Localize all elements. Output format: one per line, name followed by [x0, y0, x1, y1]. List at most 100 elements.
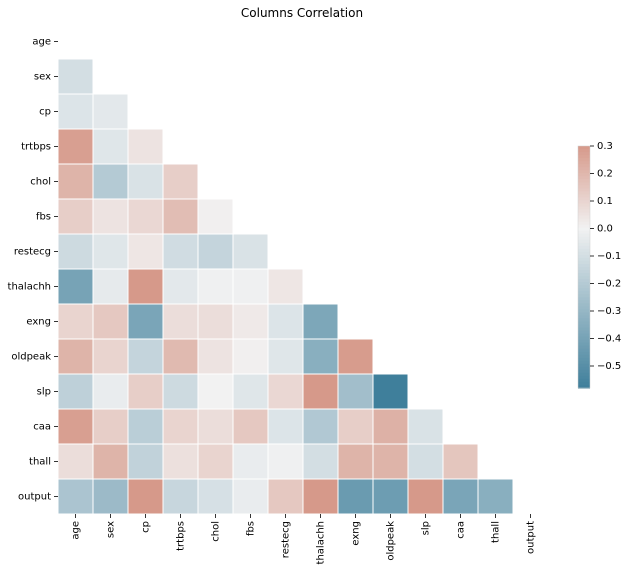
- colorbar-segment: [578, 233, 590, 238]
- cell-thalachh-chol: [197, 268, 234, 305]
- colorbar-segment: [578, 270, 590, 274]
- cell-chol-age: [57, 163, 94, 200]
- colorbar-segment: [578, 218, 590, 223]
- cell-chol-cp: [127, 163, 164, 200]
- colorbar-segment: [578, 276, 590, 280]
- cell-output-sex: [92, 478, 129, 515]
- cell-restecg-chol: [197, 233, 234, 270]
- colorbar-tick-label: 0.3: [597, 141, 613, 152]
- y-tick-label: age: [32, 37, 51, 48]
- y-tick-label: thalachh: [8, 282, 51, 293]
- cell-exng-age: [57, 303, 94, 340]
- cell-restecg-fbs: [232, 233, 269, 270]
- cell-slp-thalachh: [302, 373, 339, 410]
- colorbar-segment: [578, 336, 590, 341]
- cell-exng-chol: [197, 303, 234, 340]
- cell-oldpeak-chol: [197, 338, 234, 375]
- cell-exng-cp: [127, 303, 164, 340]
- colorbar-segment: [578, 345, 590, 350]
- colorbar-frame: [577, 145, 591, 389]
- colorbar-segment: [578, 245, 590, 250]
- colorbar-segment: [578, 182, 590, 186]
- colorbar-segment: [578, 158, 590, 162]
- cell-caa-slp: [407, 408, 444, 445]
- colorbar-segment: [578, 303, 590, 307]
- colorbar-segment: [578, 209, 590, 214]
- y-tick-label: output: [18, 492, 51, 503]
- cell-thall-oldpeak: [372, 443, 409, 480]
- colorbar-segment: [578, 215, 590, 220]
- x-tick-label: trtbps: [176, 521, 187, 551]
- colorbar-segment: [578, 285, 590, 289]
- y-tick-label: sex: [34, 72, 51, 83]
- colorbar-segment: [578, 324, 590, 329]
- colorbar-segment: [578, 342, 590, 347]
- x-tick-label: fbs: [246, 521, 257, 536]
- colorbar-segment: [578, 170, 590, 174]
- colorbar-segment: [578, 309, 590, 313]
- y-tick-label: caa: [33, 422, 51, 433]
- colorbar-segment: [578, 351, 590, 356]
- colorbar-tick-label: 0.0: [597, 224, 613, 235]
- colorbar-tick-label: −0.1: [597, 251, 621, 262]
- colorbar-segment: [578, 363, 590, 368]
- colorbar-segment: [578, 146, 590, 150]
- cell-output-cp: [127, 478, 164, 515]
- cell-thall-cp: [127, 443, 164, 480]
- cell-restecg-trtbps: [162, 233, 199, 270]
- colorbar-segment: [578, 366, 590, 371]
- colorbar-segment: [578, 176, 590, 180]
- cell-exng-thalachh: [302, 303, 339, 340]
- colorbar-segment: [578, 357, 590, 362]
- colorbar-segment: [578, 375, 590, 380]
- cell-slp-restecg: [267, 373, 304, 410]
- cell-output-fbs: [232, 478, 269, 515]
- x-tick-label: cp: [141, 521, 152, 533]
- colorbar-segment: [578, 194, 590, 199]
- colorbar-segment: [578, 149, 590, 153]
- x-tick-label: chol: [211, 521, 222, 542]
- colorbar-segment: [578, 152, 590, 156]
- colorbar-segment: [578, 203, 590, 208]
- cell-oldpeak-exng: [337, 338, 374, 375]
- cell-trtbps-age: [57, 128, 94, 165]
- cell-thall-age: [57, 443, 94, 480]
- heatmap-cells: [57, 58, 514, 515]
- colorbar-tick-label: −0.3: [597, 306, 621, 317]
- cell-output-thalachh: [302, 478, 339, 515]
- cell-caa-oldpeak: [372, 408, 409, 445]
- cell-output-restecg: [267, 478, 304, 515]
- colorbar-segment: [578, 167, 590, 171]
- cell-caa-fbs: [232, 408, 269, 445]
- colorbar-segment: [578, 191, 590, 195]
- cell-thalachh-cp: [127, 268, 164, 305]
- x-tick-label: caa: [456, 521, 467, 539]
- cell-caa-thalachh: [302, 408, 339, 445]
- cell-output-slp: [407, 478, 444, 515]
- colorbar-segment: [578, 164, 590, 168]
- colorbar-segment: [578, 242, 590, 247]
- cell-thalachh-restecg: [267, 268, 304, 305]
- colorbar-segment: [578, 161, 590, 165]
- cell-slp-fbs: [232, 373, 269, 410]
- colorbar-segment: [578, 354, 590, 359]
- cell-chol-sex: [92, 163, 129, 200]
- colorbar-segment: [578, 300, 590, 304]
- colorbar-segment: [578, 294, 590, 298]
- colorbar-segment: [578, 297, 590, 301]
- y-tick-label: oldpeak: [11, 352, 51, 363]
- colorbar: 0.3 0.2 0.1 0.0 −0.1 −0.2 −0.3 −0.4 −0.5: [577, 141, 621, 389]
- cell-caa-exng: [337, 408, 374, 445]
- colorbar-segment: [578, 339, 590, 344]
- x-tick-label: sex: [106, 521, 117, 538]
- colorbar-tick-label: −0.5: [597, 361, 621, 372]
- cell-oldpeak-restecg: [267, 338, 304, 375]
- cell-sex-age: [57, 58, 94, 95]
- cell-chol-trtbps: [162, 163, 199, 200]
- cell-thall-slp: [407, 443, 444, 480]
- cell-oldpeak-fbs: [232, 338, 269, 375]
- colorbar-segment: [578, 321, 590, 326]
- cell-exng-sex: [92, 303, 129, 340]
- cell-oldpeak-cp: [127, 338, 164, 375]
- colorbar-segment: [578, 212, 590, 217]
